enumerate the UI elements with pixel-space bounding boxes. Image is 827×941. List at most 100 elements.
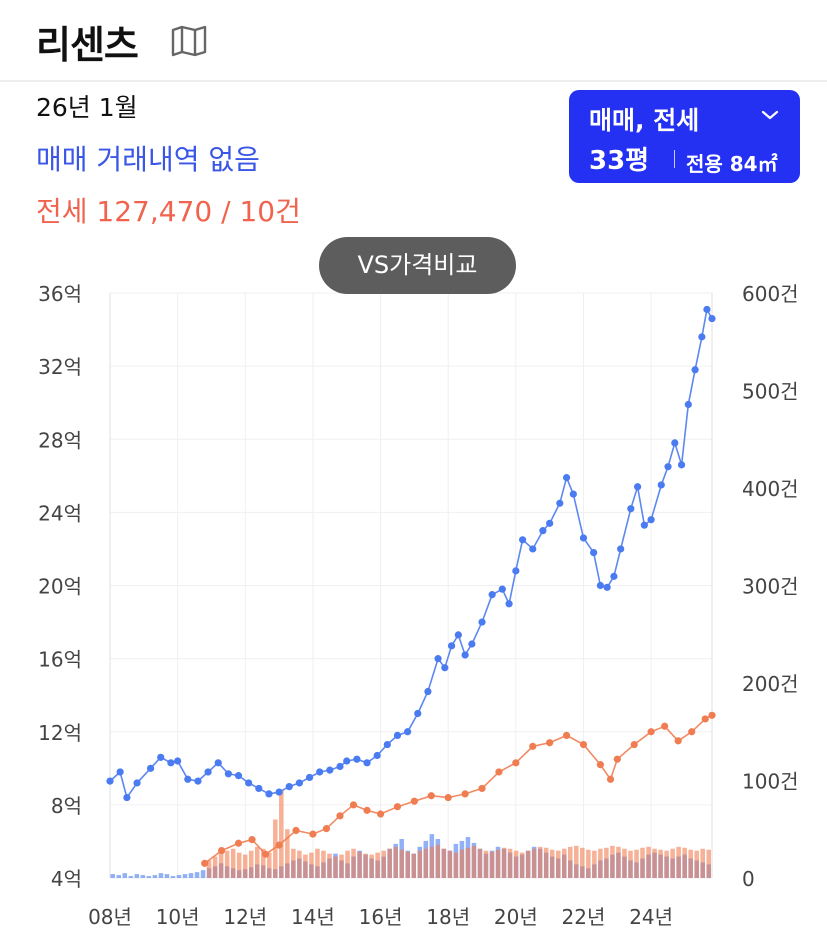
jeonse_volume-bar (429, 846, 435, 878)
jeonse_volume-bar (483, 850, 489, 878)
sale-price-point (245, 779, 253, 787)
jeonse_volume-bar (507, 848, 513, 878)
sale-price-point (265, 790, 273, 798)
jeonse_volume-bar (682, 847, 687, 878)
sale-price-point (698, 333, 706, 341)
jeonse_volume-bar (598, 848, 603, 878)
jeonse-price-point (596, 761, 604, 769)
sale-price-point (224, 770, 232, 778)
jeonse_volume-bar (375, 852, 380, 878)
jeonse_volume-bar (423, 848, 429, 878)
jeonse_volume-bar (273, 819, 278, 878)
jeonse_volume-bar (495, 849, 501, 878)
jeonse_volume-bar (381, 850, 386, 878)
jeonse_volume-bar (327, 853, 332, 878)
sale-price-point (353, 755, 361, 763)
jeonse-price-point (218, 846, 226, 855)
jeonse_volume-bar (218, 853, 224, 878)
sale_volume-bar (200, 870, 206, 878)
jeonse_volume-bar (706, 849, 711, 878)
jeonse_volume-bar (363, 853, 368, 878)
jeonse_volume-bar (297, 850, 302, 878)
sale-price-point (106, 777, 114, 785)
sale-price-point (133, 779, 141, 787)
sale_volume-bar (122, 873, 128, 878)
sale-price-point (146, 764, 155, 772)
x-tick-label: 12년 (223, 905, 267, 929)
sale-price-point (708, 314, 716, 323)
header-bar: 리센츠 (0, 0, 827, 82)
jeonse_volume-bar (549, 849, 555, 878)
jeonse_volume-bar (525, 850, 531, 878)
jeonse-price-point (688, 728, 696, 736)
jeonse-price-point (261, 850, 270, 858)
jeonse_volume-bar (477, 848, 483, 878)
jeonse_volume-bar (700, 848, 705, 878)
sale-price-point (414, 709, 422, 718)
jeonse_volume-bar (303, 854, 308, 878)
jeonse-price-point (674, 737, 682, 745)
sale-price-point (556, 499, 564, 507)
jeonse-price-point (309, 830, 317, 838)
y-tick-label-right: 100건 (742, 770, 799, 794)
jeonse_volume-bar (435, 844, 441, 878)
jeonse_volume-bar (586, 849, 591, 878)
jeonse-price-point (512, 759, 520, 767)
x-tick-label: 22년 (562, 905, 606, 929)
jeonse-price-point (661, 722, 669, 730)
sale-price-point (404, 728, 412, 736)
jeonse_volume-bar (555, 850, 561, 878)
jeonse_volume-bar (393, 846, 398, 878)
jeonse_volume-bar (399, 849, 404, 878)
jeonse-price-point (562, 731, 571, 740)
x-tick-label: 08년 (88, 905, 132, 929)
x-tick-label: 18년 (426, 905, 470, 929)
y-tick-label-left: 4억 (51, 867, 82, 891)
y-tick-label-left: 12억 (38, 721, 82, 745)
jeonse_volume-bar (562, 848, 567, 878)
jeonse_volume-bar (236, 852, 242, 878)
vs-compare-button[interactable]: VS가격비교 (319, 237, 516, 294)
chevron-down-icon (761, 110, 779, 120)
jeonse_volume-bar (640, 847, 645, 878)
sale-price-point (454, 631, 462, 639)
jeonse_volume-bar (664, 850, 669, 878)
sale-price-point (343, 757, 351, 765)
sale-price-point (123, 793, 131, 802)
y-tick-label-right: 500건 (742, 380, 799, 404)
sale_volume-bar (158, 873, 164, 878)
jeonse_volume-bar (339, 854, 344, 878)
jeonse_volume-bar (279, 790, 284, 878)
sale-price-point (326, 766, 334, 774)
sale-price-point (562, 474, 571, 482)
jeonse_volume-bar (291, 848, 296, 878)
sale-price-point (116, 768, 124, 776)
jeonse_volume-bar (417, 850, 423, 878)
jeonse-price-point (529, 742, 537, 750)
sale_volume-bar (176, 875, 182, 878)
sale-price-point (447, 642, 456, 650)
x-tick-label: 10년 (156, 905, 200, 929)
y-tick-label-right: 200건 (742, 672, 799, 696)
jeonse_volume-bar (248, 850, 254, 878)
deal-type-label: 매매, 전세 (589, 106, 700, 135)
sale-price-line (109, 307, 713, 800)
map-icon[interactable] (170, 24, 208, 58)
jeonse_volume-bar (676, 846, 681, 878)
jeonse_volume-bar (321, 850, 326, 878)
sale-price-point (569, 490, 577, 498)
sale-price-point (703, 305, 711, 314)
sale_volume-bar (134, 874, 140, 878)
sale-price-point (478, 618, 486, 626)
sale-price-point (184, 775, 192, 783)
y-tick-label-right: 300건 (742, 575, 799, 599)
jeonse_volume-bar (634, 849, 639, 878)
jeonse_volume-bar (333, 856, 338, 878)
jeonse-price-point (708, 711, 716, 719)
deal-type-size-dropdown[interactable]: 매매, 전세 33평 전용 84㎡ (569, 90, 800, 183)
jeonse_volume-bar (537, 846, 543, 878)
jeonse_volume-bar (351, 848, 356, 878)
jeonse_volume-bar (441, 848, 447, 878)
jeonse_volume-bar (254, 846, 260, 878)
jeonse_volume-bar (694, 850, 699, 878)
